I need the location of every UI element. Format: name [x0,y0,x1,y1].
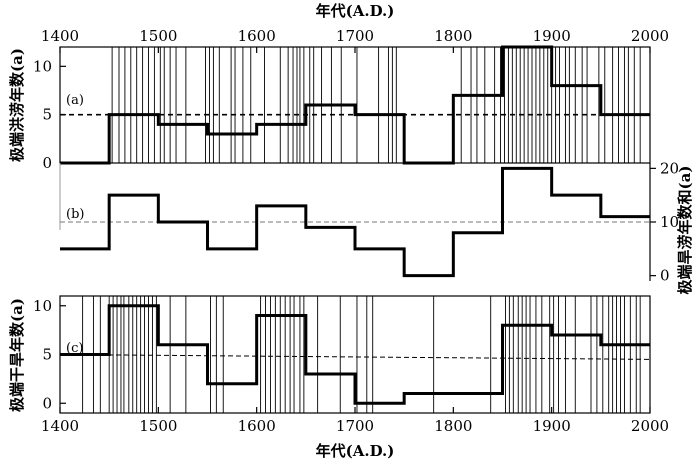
panel-b-label: (b) [66,207,84,222]
x-tick-label: 1400 [41,27,79,45]
y-tick-label: 20 [660,159,679,177]
y-tick-label: 5 [42,106,52,124]
x-tick-label: 1900 [533,27,571,45]
y-tick-label: 10 [660,213,679,231]
y-tick-label: 10 [33,297,52,315]
panel-b-total: (b) 极端旱涝年数和(a) 0 10 20 [59,159,694,295]
x-tick-label: 1700 [336,417,374,435]
top-axis-title: 年代(A.D.) [316,2,395,20]
x-tick-label: 2000 [631,27,669,45]
y-tick-label: 0 [42,394,52,412]
panel-c-event-lines [82,296,641,413]
panel-b-right-y-axis: 0 10 20 [650,159,679,285]
x-tick-label: 1600 [238,417,276,435]
x-tick-label: 1500 [139,27,177,45]
panel-b-step-series [60,166,650,278]
x-tick-label: 2000 [631,417,669,435]
x-tick-label: 1600 [238,27,276,45]
panel-c-mean-line [59,354,651,360]
x-tick-label: 1400 [41,417,79,435]
panel-c-step-series [60,304,650,405]
x-tick-label: 1800 [434,27,472,45]
x-tick-label: 1800 [434,417,472,435]
panel-c-ylabel: 极端干旱年数(a) [8,298,26,412]
bottom-axis-title: 年代(A.D.) [316,442,395,460]
x-tick-label: 1700 [336,27,374,45]
x-tick-label: 1500 [139,417,177,435]
panel-c-bottom-x-axis: 1400 1500 1600 1700 1800 1900 2000 [41,407,669,435]
y-tick-label: 0 [660,267,670,285]
y-tick-label: 10 [33,57,52,75]
panel-b-ylabel: 极端旱涝年数和(a) [676,166,694,295]
panel-a-ylabel: 极端洪涝年数(a) [8,48,26,162]
panel-a-top-x-axis: 1400 1500 1600 1700 1800 1900 2000 [41,27,669,53]
panel-a-label: (a) [66,93,84,108]
panel-a-step-series [60,45,650,165]
y-tick-label: 0 [42,154,52,172]
x-tick-label: 1900 [533,417,571,435]
panel-a-event-lines [111,47,641,163]
y-tick-label: 5 [42,346,52,364]
panel-c-label: (c) [66,341,83,356]
